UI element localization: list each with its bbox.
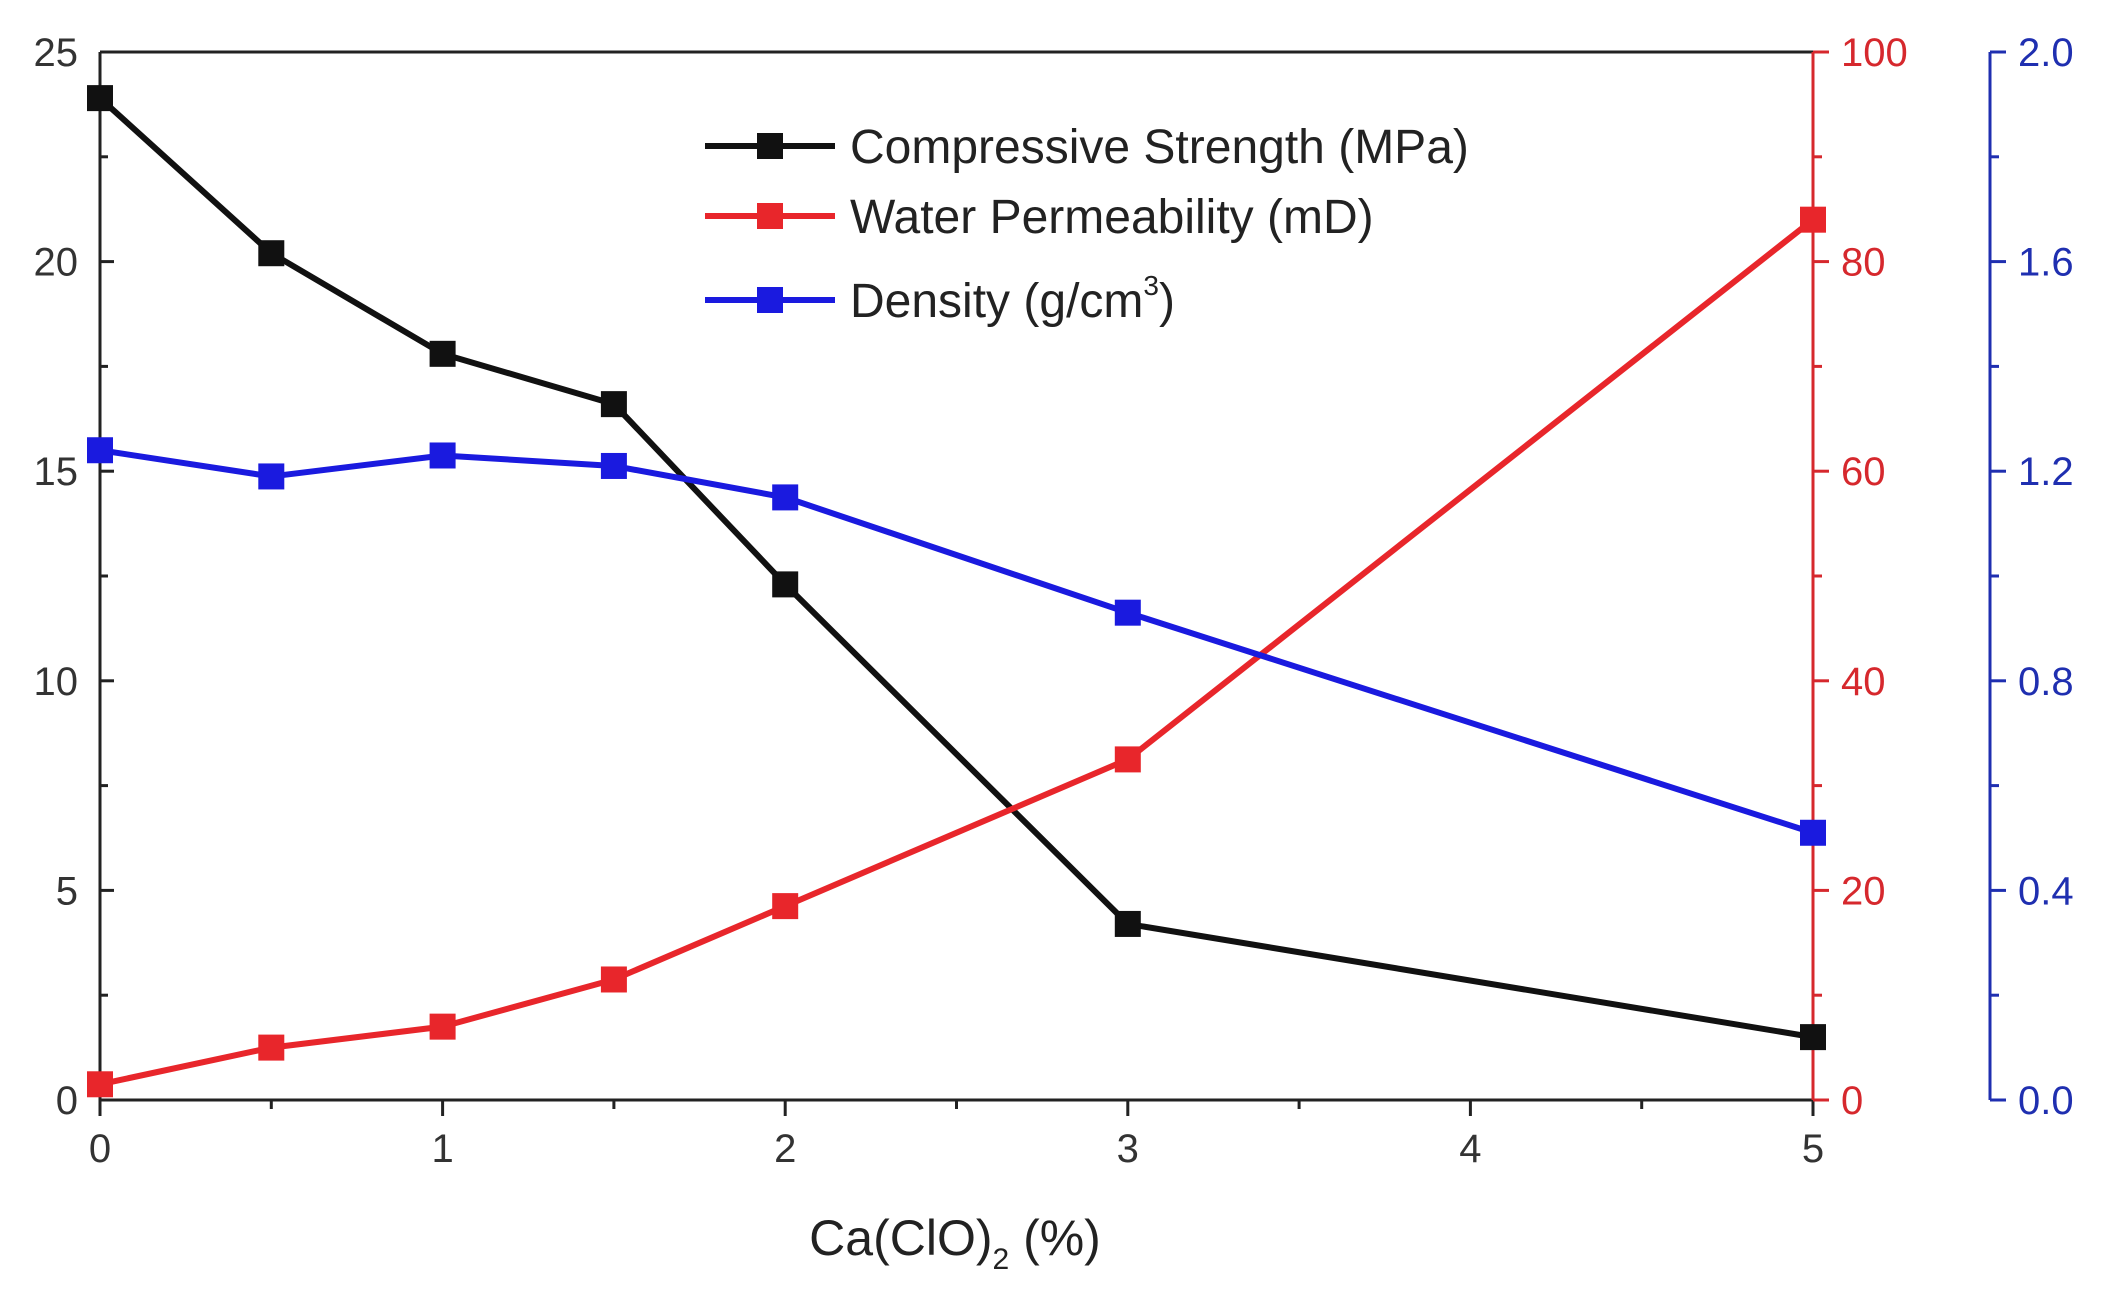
left-tick-label: 20	[34, 241, 79, 285]
legend: Compressive Strength (MPa) Water Permeab…	[705, 121, 1469, 328]
x-axis-label-main: Ca(ClO)	[809, 1210, 992, 1266]
axes-layer: 0 1 2 3 4 505101520250204060801000.00.40.81.2…	[34, 31, 2074, 1171]
data-point-compressive-strength	[87, 85, 113, 112]
x-axis-label-suffix: (%)	[1009, 1210, 1101, 1266]
data-point-compressive-strength	[1114, 910, 1141, 937]
right2-tick-label: 2.0	[2018, 31, 2074, 75]
legend-label-water-permeability: Water Permeability (mD)	[850, 191, 1374, 244]
legend-label-density-suffix: )	[1159, 275, 1175, 328]
x-axis-label-sub: 2	[992, 1243, 1009, 1276]
x-tick-label: 4	[1459, 1127, 1481, 1171]
data-point-water-permeability	[600, 966, 627, 993]
legend-label-density: Density (g/cm3)	[850, 270, 1175, 328]
legend-marker-compressive-strength	[757, 133, 783, 159]
data-point-water-permeability	[258, 1034, 285, 1061]
right1-tick-label: 100	[1841, 31, 1908, 75]
data-point-compressive-strength	[600, 391, 627, 418]
legend-marker-density	[757, 287, 783, 313]
data-point-density	[600, 452, 627, 479]
x-tick-label: 5	[1802, 1127, 1824, 1171]
left-tick-label: 25	[34, 31, 79, 75]
legend-item-density: Density (g/cm3)	[705, 270, 1175, 328]
left-tick-label: 15	[34, 450, 79, 494]
data-point-compressive-strength	[772, 571, 799, 598]
series-layer	[87, 85, 1826, 1098]
data-point-water-permeability	[429, 1013, 456, 1040]
data-point-density	[258, 463, 285, 490]
x-tick-label: 3	[1117, 1127, 1139, 1171]
legend-label-compressive-strength: Compressive Strength (MPa)	[850, 121, 1469, 174]
x-tick-label: 1	[431, 1127, 453, 1171]
left-tick-label: 5	[56, 869, 78, 913]
data-point-density	[87, 437, 113, 464]
right1-tick-label: 20	[1841, 869, 1886, 913]
x-tick-label: 0	[89, 1127, 111, 1171]
right1-tick-label: 80	[1841, 241, 1886, 285]
series-water-permeability	[87, 206, 1826, 1098]
data-point-water-permeability	[1800, 206, 1826, 233]
data-point-water-permeability	[772, 893, 799, 920]
right1-tick-label: 40	[1841, 660, 1886, 704]
legend-item-water-permeability: Water Permeability (mD)	[705, 191, 1374, 244]
data-point-density	[1800, 819, 1826, 846]
right2-tick-label: 0.8	[2018, 660, 2074, 704]
legend-label-density-sup: 3	[1143, 270, 1159, 301]
left-tick-label: 0	[56, 1079, 78, 1123]
data-point-compressive-strength	[429, 340, 456, 367]
data-point-water-permeability	[1114, 746, 1141, 773]
x-axis-label: Ca(ClO)2 (%)	[809, 1210, 1101, 1276]
data-point-water-permeability	[87, 1071, 113, 1098]
data-point-compressive-strength	[1800, 1024, 1826, 1051]
x-tick-label: 2	[774, 1127, 796, 1171]
legend-item-compressive-strength: Compressive Strength (MPa)	[705, 121, 1469, 174]
right1-tick-label: 60	[1841, 450, 1886, 494]
right2-tick-label: 1.6	[2018, 241, 2074, 285]
data-point-density	[429, 442, 456, 469]
data-point-density	[772, 484, 799, 511]
right2-tick-label: 0.4	[2018, 869, 2074, 913]
right1-tick-label: 0	[1841, 1079, 1863, 1123]
right2-tick-label: 0.0	[2018, 1079, 2074, 1123]
series-line-density	[99, 447, 1814, 836]
data-point-compressive-strength	[258, 240, 285, 267]
left-tick-label: 10	[34, 660, 79, 704]
right2-tick-label: 1.2	[2018, 450, 2074, 494]
series-density	[87, 437, 1826, 846]
series-compressive-strength	[87, 85, 1826, 1051]
data-point-density	[1114, 599, 1141, 626]
legend-marker-water-permeability	[757, 203, 783, 229]
series-line-water-permeability	[99, 217, 1815, 1088]
legend-label-density-main: Density (g/cm	[850, 275, 1143, 328]
